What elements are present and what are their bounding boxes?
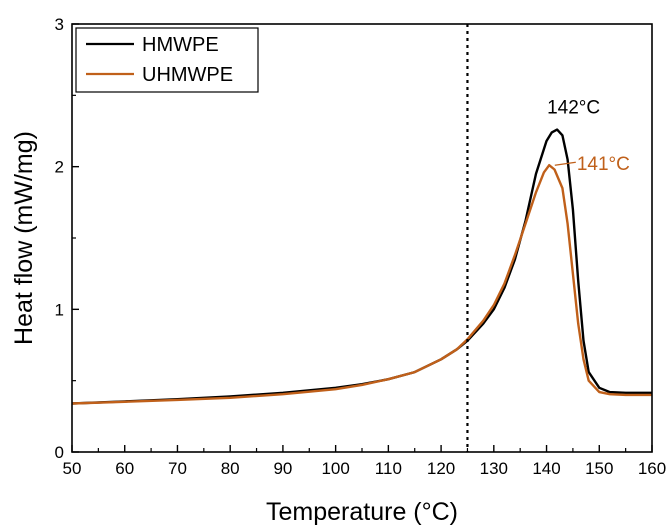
y-tick-label: 3 xyxy=(55,15,64,34)
annotation-peak-142: 142°C xyxy=(547,98,600,119)
x-tick-label: 60 xyxy=(115,459,134,478)
x-tick-label: 100 xyxy=(321,459,349,478)
legend-label-hmwpe: HMWPE xyxy=(142,34,219,56)
x-axis-label: Temperature (°C) xyxy=(266,498,458,526)
x-tick-label: 150 xyxy=(585,459,613,478)
legend-box xyxy=(75,27,259,93)
series-line-hmwpe xyxy=(71,128,652,405)
x-tick-label: 130 xyxy=(480,459,508,478)
series-line-uhmwpe xyxy=(71,164,652,405)
x-tick-label: 80 xyxy=(221,459,240,478)
x-tick-label: 90 xyxy=(273,459,292,478)
annotation-peak-141: 141°C xyxy=(577,154,630,175)
y-axis: 0 1 2 3 xyxy=(55,15,79,462)
x-tick-label: 140 xyxy=(532,459,560,478)
annotation-leader-141 xyxy=(554,161,576,166)
series-layer xyxy=(71,128,652,405)
y-axis-label: Heat flow (mW/mg) xyxy=(10,131,38,345)
y-tick-label: 2 xyxy=(55,158,64,177)
x-tick-label: 120 xyxy=(427,459,455,478)
legend: HMWPE UHMWPE xyxy=(75,27,259,93)
y-tick-label: 0 xyxy=(55,443,64,462)
x-tick-label: 50 xyxy=(63,459,82,478)
x-tick-label: 70 xyxy=(168,459,187,478)
x-tick-label: 110 xyxy=(375,459,402,478)
y-tick-label: 1 xyxy=(55,300,64,319)
x-axis: 50 60 70 80 90 100 110 120 130 140 150 160 xyxy=(63,445,666,478)
x-tick-label: 160 xyxy=(638,459,666,478)
annotations: 142°C 141°C xyxy=(547,98,630,176)
legend-label-uhmwpe: UHMWPE xyxy=(142,64,233,86)
